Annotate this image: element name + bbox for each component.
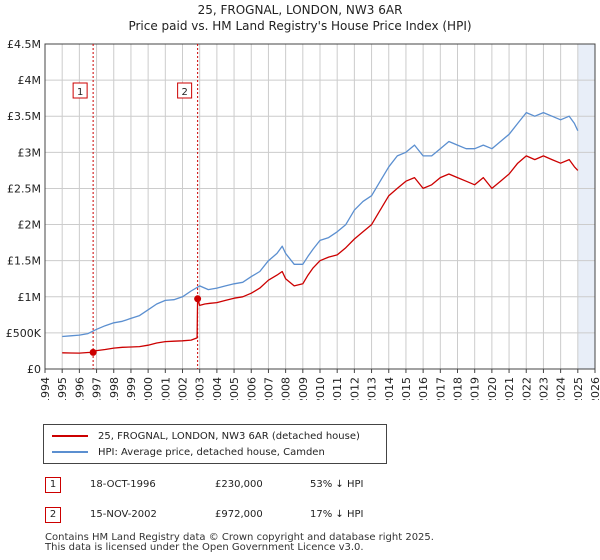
- x-tick-label: 2008: [280, 377, 293, 400]
- sale-label-box: [177, 82, 193, 99]
- forecast-shade: [577, 44, 595, 369]
- x-tick-label: 2001: [159, 377, 172, 400]
- y-tick-label: £1.5M: [7, 255, 41, 268]
- x-tick-label: 2019: [469, 377, 482, 400]
- series-line: [62, 111, 579, 338]
- y-tick-label: £4.5M: [7, 38, 41, 51]
- chart-title-line2: Price paid vs. HM Land Registry's House …: [128, 19, 472, 33]
- sale-label: 1: [77, 87, 83, 98]
- x-tick-label: 2025: [572, 377, 585, 400]
- x-tick-label: 2014: [383, 377, 396, 400]
- x-tick-label: 2023: [537, 377, 550, 400]
- transaction-date: 15-NOV-2002: [90, 509, 157, 520]
- x-tick-label: 2020: [486, 377, 499, 400]
- y-tick-label: £1M: [18, 291, 42, 304]
- y-tick-label: £4M: [18, 74, 42, 87]
- footer-license: This data is licensed under the Open Gov…: [45, 542, 364, 553]
- x-tick-label: 2004: [211, 377, 224, 400]
- x-tick-label: 2000: [142, 377, 155, 400]
- legend-swatch-red: [52, 435, 88, 437]
- legend-label-property: 25, FROGNAL, LONDON, NW3 6AR (detached h…: [98, 431, 360, 442]
- chart-title-line1: 25, FROGNAL, LONDON, NW3 6AR: [197, 3, 403, 17]
- transaction-hpi: 53% ↓ HPI: [310, 479, 364, 490]
- series-line: [62, 155, 579, 354]
- x-tick-label: 2016: [417, 377, 430, 400]
- x-tick-label: 2002: [177, 377, 190, 400]
- sale-label-box: [72, 82, 88, 99]
- transaction-price: £230,000: [215, 479, 263, 490]
- x-tick-label: 1995: [56, 377, 69, 400]
- x-tick-label: 2011: [331, 377, 344, 400]
- x-tick-label: 1996: [73, 377, 86, 400]
- y-tick-label: £0: [27, 363, 41, 376]
- legend-item-hpi: HPI: Average price, detached house, Camd…: [52, 447, 325, 458]
- transaction-marker: 1: [45, 477, 61, 493]
- transaction-hpi: 17% ↓ HPI: [310, 509, 364, 520]
- x-tick-label: 2007: [262, 377, 275, 400]
- chart-area: £0 £500K £1M £1.5M £2M £2.5M £3M £3.5M £4M £4.5M 1…: [6, 38, 600, 400]
- x-tick-label: 2010: [314, 377, 327, 400]
- legend: 25, FROGNAL, LONDON, NW3 6AR (detached h…: [43, 424, 387, 464]
- x-tick-label: 1999: [125, 377, 138, 400]
- footer-copyright: Contains HM Land Registry data © Crown c…: [45, 532, 434, 543]
- plot-frame: [44, 43, 596, 370]
- y-tick-label: £2.5M: [7, 182, 41, 195]
- x-tick-label: 1998: [108, 377, 121, 400]
- legend-item-property: 25, FROGNAL, LONDON, NW3 6AR (detached h…: [52, 431, 360, 442]
- y-tick-label: £3M: [18, 146, 42, 159]
- transaction-marker: 2: [45, 507, 61, 523]
- transaction-price: £972,000: [215, 509, 263, 520]
- x-tick-label: 2026: [589, 377, 600, 400]
- x-tick-label: 2006: [245, 377, 258, 400]
- x-tick-label: 2005: [228, 377, 241, 400]
- x-tick-label: 2024: [555, 377, 568, 400]
- x-tick-label: 2022: [520, 377, 533, 400]
- legend-label-hpi: HPI: Average price, detached house, Camd…: [98, 447, 325, 458]
- x-tick-label: 1994: [39, 377, 52, 400]
- x-tick-label: 1997: [91, 377, 104, 400]
- x-tick-label: 2009: [297, 377, 310, 400]
- x-tick-label: 2003: [194, 377, 207, 400]
- y-tick-label: £2M: [18, 219, 42, 232]
- x-tick-label: 2013: [366, 377, 379, 400]
- sale-point: [89, 348, 97, 356]
- x-tick-label: 2018: [452, 377, 465, 400]
- x-tick-label: 2017: [434, 377, 447, 400]
- transaction-date: 18-OCT-1996: [90, 479, 156, 490]
- y-tick-label: £500K: [6, 327, 42, 340]
- legend-swatch-blue: [52, 451, 88, 453]
- sale-label: 2: [181, 87, 187, 98]
- x-tick-label: 2012: [348, 377, 361, 400]
- x-tick-label: 2021: [503, 377, 516, 400]
- sale-point: [194, 295, 202, 303]
- x-tick-label: 2015: [400, 377, 413, 400]
- y-tick-label: £3.5M: [7, 110, 41, 123]
